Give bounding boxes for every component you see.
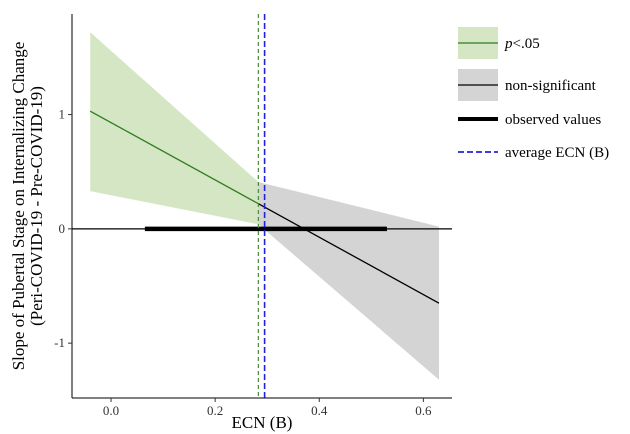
legend-label-rest: <.05 bbox=[513, 36, 540, 52]
y-axis-title-line2: (Peri-COVID-19 - Pre-COVID-19) bbox=[27, 86, 46, 326]
y-axis-title-line1: Slope of Pubertal Stage on Internalizing… bbox=[9, 42, 28, 371]
legend-label: non-significant bbox=[505, 78, 597, 94]
legend-label: average ECN (B) bbox=[505, 145, 609, 161]
y-tick-label: 1 bbox=[59, 107, 66, 122]
y-tick-label: -1 bbox=[54, 335, 65, 350]
x-tick-label: 0.6 bbox=[415, 403, 432, 418]
y-tick-label: 0 bbox=[59, 221, 66, 236]
legend: p<.05 non-significant observed values avera… bbox=[458, 27, 609, 161]
x-tick-label: 0.4 bbox=[311, 403, 328, 418]
legend-label: p<.05 bbox=[504, 36, 540, 52]
x-axis-title: ECN (B) bbox=[232, 413, 293, 432]
legend-label: observed values bbox=[505, 112, 601, 128]
ci-band-nonsignificant bbox=[258, 182, 439, 380]
ci-band-significant bbox=[90, 32, 259, 225]
slope-line-nonsignificant bbox=[258, 203, 440, 304]
x-tick-label: 0.2 bbox=[207, 403, 223, 418]
axes: 0.0 0.2 0.4 0.6 -1 0 1 ECN (B) Slope of Pubertal… bbox=[9, 14, 452, 432]
plot-area bbox=[72, 14, 452, 398]
x-tick-label: 0.0 bbox=[103, 403, 119, 418]
slope-line-significant bbox=[89, 110, 259, 205]
legend-label-italic: p bbox=[504, 36, 513, 52]
